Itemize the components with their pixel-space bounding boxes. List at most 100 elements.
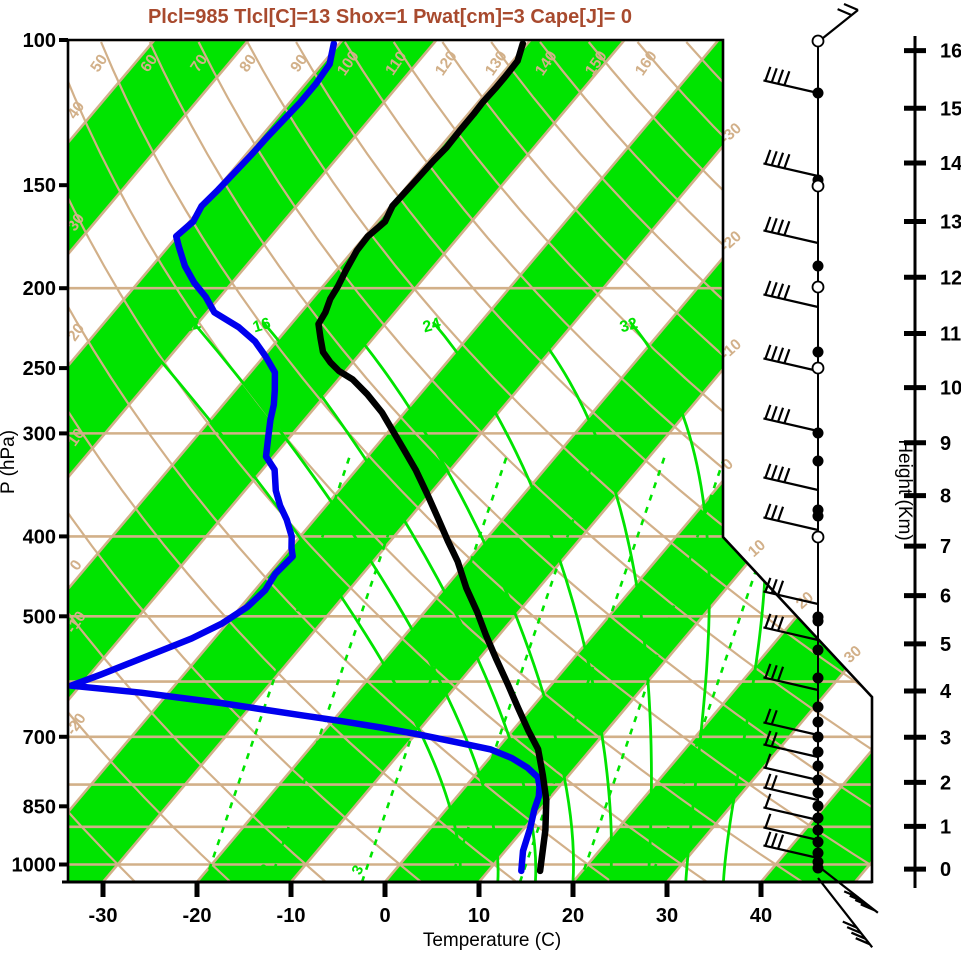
dewpoint-curve: [68, 40, 543, 875]
dry-adiabat-label-top: 50: [87, 51, 111, 75]
height-tick-label: 6: [940, 586, 951, 608]
isotherm-line: [68, 40, 720, 882]
wind-barb: [763, 793, 819, 822]
station-dot: [812, 847, 824, 859]
station-dot: [812, 800, 824, 812]
wind-barb: [763, 577, 819, 606]
station-dot: [812, 746, 824, 758]
wind-barb: [763, 831, 819, 860]
station-dot: [812, 672, 824, 684]
moist-adiabat-label: 32: [618, 315, 640, 336]
moist-adiabat-line: [344, 321, 575, 882]
dry-adiabat-line: [68, 41, 518, 882]
station-open-circle: [811, 34, 825, 48]
height-tick-label: 7: [940, 536, 951, 558]
dry-adiabat-label-left: 30: [64, 210, 88, 234]
dry-adiabat-line: [68, 41, 422, 882]
dry-adiabat-label-top: 160: [632, 48, 661, 79]
dry-adiabat-label-top: 120: [432, 48, 461, 79]
station-dot: [812, 87, 824, 99]
dry-adiabat-line: [490, 41, 872, 882]
dry-adiabat-label-top: 70: [187, 51, 211, 75]
green-band: [68, 40, 625, 882]
moist-adiabat-line: [628, 321, 711, 882]
sounding-curves: [68, 40, 550, 875]
isotherm-line: [666, 40, 872, 882]
height-tick-label: 5: [940, 634, 951, 656]
height-tick-label: 4: [940, 681, 952, 703]
station-open-circle: [811, 280, 825, 294]
height-tick-label: 8: [940, 486, 951, 508]
wind-barb: [763, 216, 819, 245]
dry-adiabat-line: [539, 41, 872, 882]
dry-adiabat-label-left: 20: [64, 320, 88, 344]
height-tick-label: 1: [940, 816, 951, 838]
pressure-tick-label: 100: [23, 30, 56, 52]
moist-adiabat-label: 16: [251, 315, 273, 336]
temperature-axis-title: Temperature (C): [423, 930, 561, 951]
isotherm-edge-label: 30: [841, 643, 865, 667]
dry-adiabat-line: [197, 41, 872, 882]
station-dot: [812, 615, 824, 627]
wind-barb-column: [763, 2, 879, 949]
station-dot: [812, 510, 824, 522]
dry-adiabat-line: [246, 41, 872, 882]
temperature-tick-label: 10: [468, 905, 490, 927]
temperature-tick-label: 40: [750, 905, 772, 927]
pressure-tick-label: 500: [23, 606, 56, 628]
height-tick-label: 10: [940, 378, 961, 400]
dry-adiabat-line: [68, 41, 804, 882]
pressure-tick-label: 700: [23, 727, 56, 749]
moist-adiabat-line: [261, 321, 538, 882]
isotherm-line: [68, 40, 438, 882]
wind-barb: [763, 773, 819, 802]
green-band: [761, 40, 872, 882]
wind-barb: [763, 66, 819, 95]
height-tick-label: 14: [940, 153, 961, 175]
dry-adiabat-line: [587, 41, 872, 882]
mixing-ratio-line: [578, 454, 727, 882]
station-dot: [812, 774, 824, 786]
temperature-tick-label: 30: [656, 905, 678, 927]
height-tick-label: 0: [940, 859, 951, 881]
dry-adiabat-label-left: 40: [64, 98, 88, 122]
station-dot: [812, 787, 824, 799]
mixing-ratio-line: [648, 454, 797, 882]
moist-adiabat-line: [431, 321, 613, 882]
station-dot: [812, 731, 824, 743]
temperature-tick-label: 0: [379, 905, 390, 927]
height-tick-label: 13: [940, 211, 961, 233]
temperature-tick-label: -10: [277, 905, 306, 927]
station-dot: [812, 836, 824, 848]
mixing-ratio-line: [518, 454, 667, 882]
station-open-circle: [811, 179, 825, 193]
moist-adiabat-line: [126, 321, 462, 882]
station-open-circle: [811, 361, 825, 375]
isotherm-edge-label: 10: [745, 537, 769, 561]
pressure-tick-label: 850: [23, 796, 56, 818]
dry-adiabat-label-top: 90: [287, 51, 311, 75]
height-tick-label: 9: [940, 433, 951, 455]
station-dot: [812, 716, 824, 728]
temperature-tick-label: -20: [183, 905, 212, 927]
mixing-ratio-line: [448, 454, 597, 882]
height-tick-label: 3: [940, 727, 951, 749]
dry-adiabat-line: [295, 41, 872, 882]
station-dot: [812, 260, 824, 272]
dry-adiabat-line: [343, 41, 872, 882]
pressure-tick-label: 250: [23, 358, 56, 380]
wind-barb: [763, 708, 819, 737]
pressure-axis-title: P (hPa): [0, 430, 19, 494]
wind-barb: [763, 613, 819, 642]
pressure-axis: 100 150 200 250 300 400 500 700 850 1000 P (hPa): [0, 30, 68, 877]
height-tick-label: 16: [940, 41, 961, 63]
green-band: [68, 40, 437, 882]
wind-barb: [763, 280, 819, 309]
station-dot: [812, 824, 824, 836]
temperature-tick-label: 20: [562, 905, 584, 927]
chart-title: Plcl=985 Tlcl[C]=13 Shox=1 Pwat[cm]=3 Ca…: [148, 6, 632, 28]
wind-barb: [763, 503, 819, 532]
